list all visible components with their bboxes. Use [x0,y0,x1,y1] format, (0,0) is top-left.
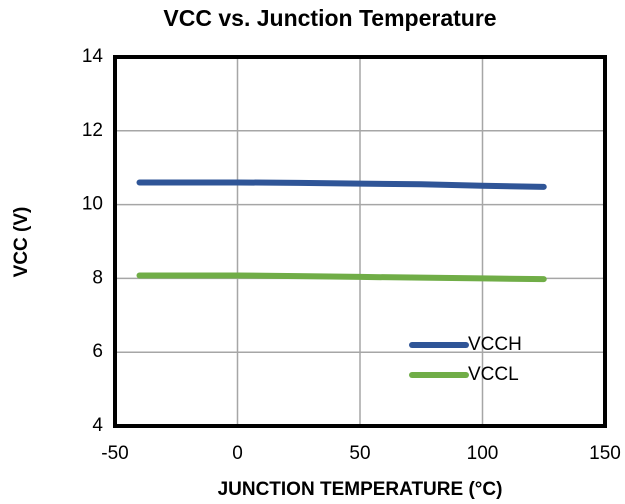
series-line [136,272,547,283]
legend-label: VCCH [468,334,522,355]
x-tick-label: 50 [349,443,370,464]
series-line [136,179,547,190]
y-tick-label: 8 [92,267,103,288]
x-tick-label: -50 [101,443,128,464]
plot-frame [113,55,607,428]
y-tick-label: 10 [82,194,103,215]
y-tick-label: 14 [82,46,104,67]
y-tick-label: 6 [92,341,103,362]
x-tick-label: 0 [232,443,243,464]
y-tick-label: 12 [82,120,103,141]
legend-label: VCCL [468,364,519,385]
x-axis-label: JUNCTION TEMPERATURE (°C) [218,479,503,500]
y-tick-label: 4 [92,415,103,436]
x-tick-label: 100 [467,443,499,464]
chart-title: VCC vs. Junction Temperature [163,5,496,31]
x-tick-label: 150 [589,443,621,464]
y-axis-label: VCC (V) [11,207,32,278]
